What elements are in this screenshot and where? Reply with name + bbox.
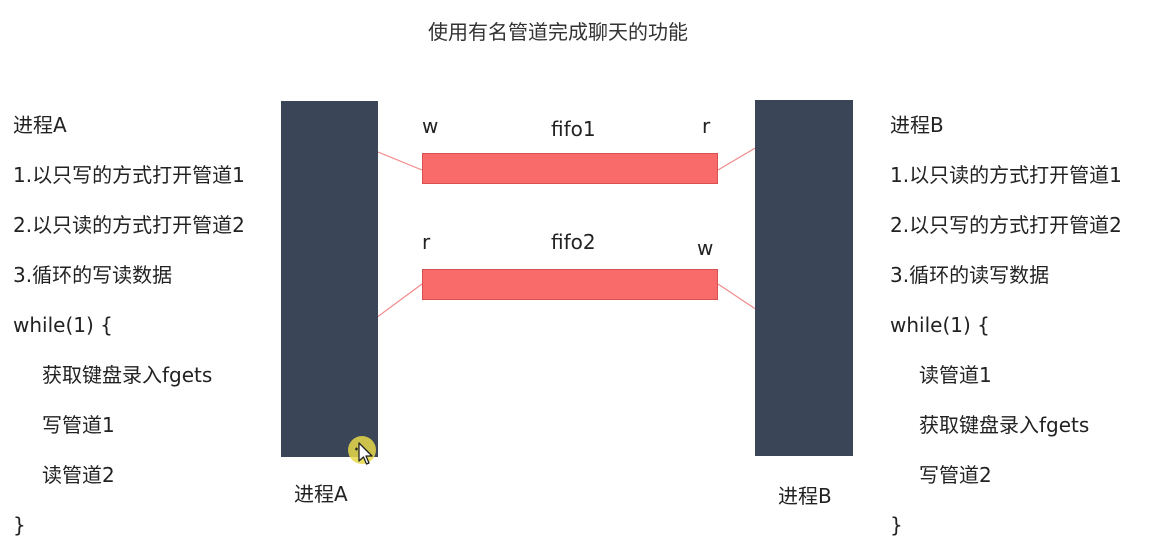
process-a-caption: 进程A (294, 482, 348, 506)
fifo2-name: fifo2 (551, 230, 596, 254)
fifo1-name: fifo1 (551, 117, 596, 141)
process-a-step-line: 3.循环的写读数据 (13, 263, 173, 287)
mouse-cursor-icon (348, 436, 376, 465)
fifo1-pipe (422, 153, 718, 184)
process-b-step-line: while(1) { (890, 313, 990, 337)
process-b-step-line: } (890, 513, 903, 537)
process-a-step-line: 读管道2 (42, 463, 115, 487)
fifo2-right-end: w (697, 236, 714, 260)
process-b-caption: 进程B (778, 484, 832, 508)
connector-a-fifo2 (375, 283, 423, 319)
process-b-step-line: 读管道1 (919, 363, 992, 387)
process-a-steps: 进程A 1.以只写的方式打开管道1 2.以只读的方式打开管道2 3.循环的写读数据 w… (13, 100, 245, 550)
connector-a-fifo1 (377, 151, 423, 171)
process-b-heading: 进程B (890, 113, 944, 137)
process-a-step-line: } (13, 513, 26, 537)
fifo2-left-end: r (422, 230, 431, 254)
process-b-step-line: 1.以只读的方式打开管道1 (890, 163, 1122, 187)
fifo1-left-end: w (422, 114, 439, 138)
process-b-block (755, 100, 853, 456)
process-a-block (281, 101, 378, 457)
process-a-step-line: while(1) { (13, 313, 113, 337)
process-b-steps: 进程B 1.以只读的方式打开管道1 2.以只写的方式打开管道2 3.循环的读写数据 w… (890, 100, 1122, 550)
connector-fifo1-b (717, 143, 763, 171)
fifo1-right-end: r (702, 114, 711, 138)
connector-fifo2-b (717, 283, 761, 313)
fifo2-pipe (422, 269, 718, 300)
process-a-step-line: 2.以只读的方式打开管道2 (13, 213, 245, 237)
process-b-step-line: 获取键盘录入fgets (919, 413, 1090, 437)
process-b-step-line: 2.以只写的方式打开管道2 (890, 213, 1122, 237)
process-b-step-line: 写管道2 (919, 463, 992, 487)
process-a-step-line: 1.以只写的方式打开管道1 (13, 163, 245, 187)
process-a-heading: 进程A (13, 113, 67, 137)
process-b-step-line: 3.循环的读写数据 (890, 263, 1050, 287)
diagram-title: 使用有名管道完成聊天的功能 (428, 20, 688, 44)
process-a-step-line: 写管道1 (42, 413, 115, 437)
process-a-step-line: 获取键盘录入fgets (42, 363, 213, 387)
